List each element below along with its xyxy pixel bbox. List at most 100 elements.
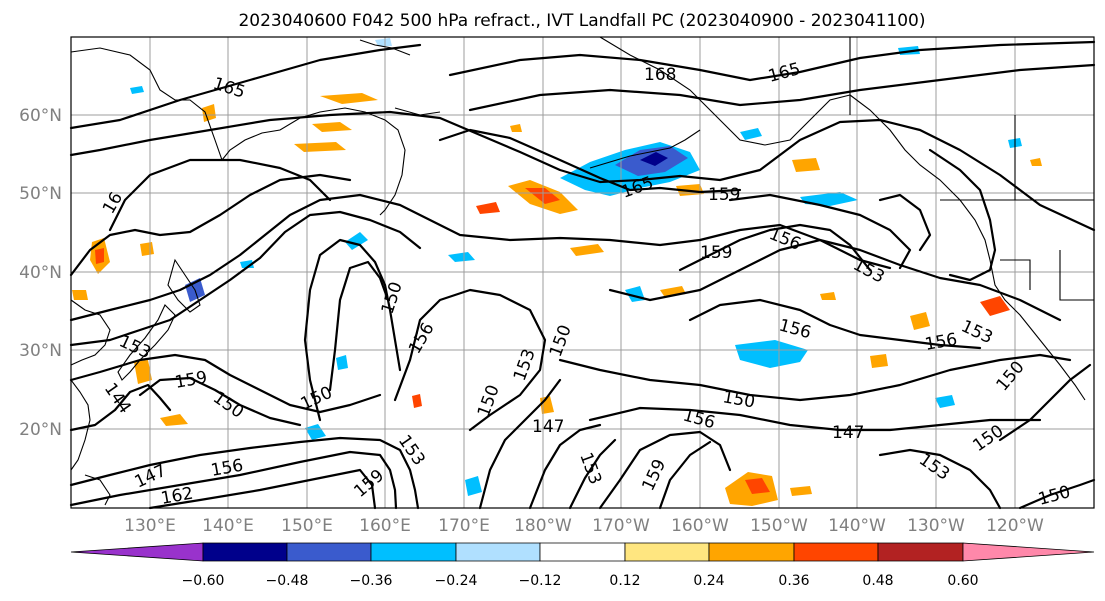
colorbar-tick-label: 0.60 bbox=[947, 573, 978, 589]
colorbar-tick-label: −0.48 bbox=[266, 573, 309, 589]
lon-label: 120°W bbox=[986, 516, 1044, 536]
lon-label: 170°W bbox=[592, 516, 650, 536]
colorbar-segment bbox=[70, 542, 204, 562]
contour-line bbox=[878, 193, 932, 252]
colorbar-segment bbox=[962, 542, 1095, 562]
asia-coastline bbox=[70, 47, 406, 216]
contour-line bbox=[528, 423, 602, 510]
coastlines bbox=[70, 36, 1094, 506]
contour-line bbox=[678, 223, 872, 272]
contour-line bbox=[69, 173, 352, 277]
contour-line bbox=[69, 210, 422, 347]
map-panel: 165 168 165 16 165 159 159 156 153 150 1… bbox=[69, 36, 1096, 510]
colorbar-segment bbox=[286, 542, 372, 562]
colorbar: −0.60 −0.48 −0.36 −0.24 −0.12 0.12 0.24 … bbox=[70, 542, 1095, 589]
china-coastline bbox=[70, 379, 91, 471]
positive-anomaly-patch bbox=[870, 354, 888, 368]
hokkaido-coastline bbox=[167, 258, 201, 313]
state-borders bbox=[1059, 250, 1094, 301]
positive-anomaly-patch bbox=[1030, 158, 1042, 166]
negative-anomaly-core bbox=[640, 152, 668, 166]
negative-anomaly-patch bbox=[740, 128, 762, 140]
lat-label: 50°N bbox=[19, 184, 62, 204]
contour-line bbox=[69, 110, 1096, 232]
map-frame bbox=[70, 36, 1095, 509]
positive-anomaly-core bbox=[95, 248, 104, 264]
contour-line bbox=[588, 406, 1042, 432]
negative-anomaly-patch bbox=[305, 424, 326, 440]
colorbar-tick-label: 0.12 bbox=[609, 573, 640, 589]
contour-line bbox=[108, 158, 332, 232]
contour-label: 147 bbox=[832, 423, 864, 443]
colorbar-segment bbox=[539, 542, 626, 562]
contour-label: 147 bbox=[532, 417, 564, 437]
positive-anomaly-patch bbox=[202, 104, 216, 122]
philippines-coastline bbox=[84, 474, 111, 506]
contour-lines bbox=[69, 40, 1096, 510]
positive-anomaly-patch bbox=[980, 296, 1010, 316]
positive-anomaly-patch bbox=[72, 290, 88, 300]
contour-line bbox=[69, 450, 398, 510]
colorbar-tick-label: −0.36 bbox=[350, 573, 393, 589]
lon-label: 140°W bbox=[828, 516, 886, 536]
colorbar-segment bbox=[877, 542, 964, 562]
positive-anomaly-core bbox=[745, 478, 770, 494]
colorbar-tick-label: 0.48 bbox=[862, 573, 893, 589]
korea-coastline bbox=[70, 299, 111, 366]
contour-line bbox=[69, 383, 172, 432]
contour-line bbox=[69, 353, 382, 414]
contour-line bbox=[1018, 478, 1096, 510]
colorbar-segment bbox=[370, 542, 457, 562]
contour-line bbox=[608, 238, 1062, 322]
north-america-coastline bbox=[849, 94, 1086, 401]
lon-label: 180°W bbox=[514, 516, 572, 536]
lon-label: 150°W bbox=[750, 516, 808, 536]
positive-anomaly-patch bbox=[140, 242, 154, 256]
lat-label: 60°N bbox=[19, 106, 62, 126]
contour-label: 159 bbox=[708, 185, 740, 205]
positive-anomaly-patch bbox=[412, 394, 422, 408]
alaska-coastline bbox=[599, 36, 851, 146]
positive-anomaly-patch bbox=[790, 486, 812, 496]
aleutian-chain bbox=[589, 129, 701, 169]
lon-label: 150°E bbox=[281, 516, 333, 536]
contour-line bbox=[448, 40, 1096, 82]
contour-line bbox=[468, 63, 1096, 112]
colorbar-tick-label: 0.36 bbox=[778, 573, 809, 589]
contour-line bbox=[728, 193, 912, 270]
positive-anomaly-patch bbox=[510, 124, 522, 132]
lat-label: 20°N bbox=[19, 420, 62, 440]
japan-coastline bbox=[117, 304, 176, 381]
contour-label: 168 bbox=[644, 65, 676, 85]
colorbar-segments bbox=[70, 542, 1095, 562]
negative-anomaly-patch bbox=[465, 476, 482, 496]
contour-line bbox=[393, 288, 547, 432]
colorbar-segment bbox=[708, 542, 795, 562]
negative-anomaly-patch bbox=[130, 86, 144, 94]
lon-label: 160°W bbox=[671, 516, 729, 536]
lon-label: 140°E bbox=[202, 516, 254, 536]
contour-line bbox=[878, 448, 1002, 510]
lon-label: 170°E bbox=[438, 516, 490, 536]
state-borders bbox=[1000, 259, 1031, 290]
colorbar-segment bbox=[793, 542, 879, 562]
chukotka-coastline bbox=[359, 39, 411, 56]
shaded-anomalies bbox=[72, 38, 1042, 506]
positive-anomaly-patch bbox=[792, 158, 820, 172]
colorbar-tick-label: −0.60 bbox=[182, 573, 225, 589]
colorbar-tick-label: −0.12 bbox=[519, 573, 562, 589]
contour-line bbox=[438, 128, 742, 194]
negative-anomaly-patch bbox=[800, 192, 858, 206]
lon-label: 130°E bbox=[124, 516, 176, 536]
contour-line bbox=[598, 430, 732, 510]
colorbar-segment bbox=[202, 542, 288, 562]
colorbar-segment bbox=[455, 542, 541, 562]
contour-line bbox=[303, 238, 402, 422]
contour-line bbox=[568, 438, 617, 510]
contour-line bbox=[148, 468, 377, 510]
lon-label: 160°E bbox=[359, 516, 411, 536]
positive-anomaly-patch bbox=[570, 244, 604, 256]
colorbar-tick-label: 0.24 bbox=[693, 573, 724, 589]
positive-anomaly-patch bbox=[160, 414, 188, 426]
lat-label: 40°N bbox=[19, 263, 62, 283]
